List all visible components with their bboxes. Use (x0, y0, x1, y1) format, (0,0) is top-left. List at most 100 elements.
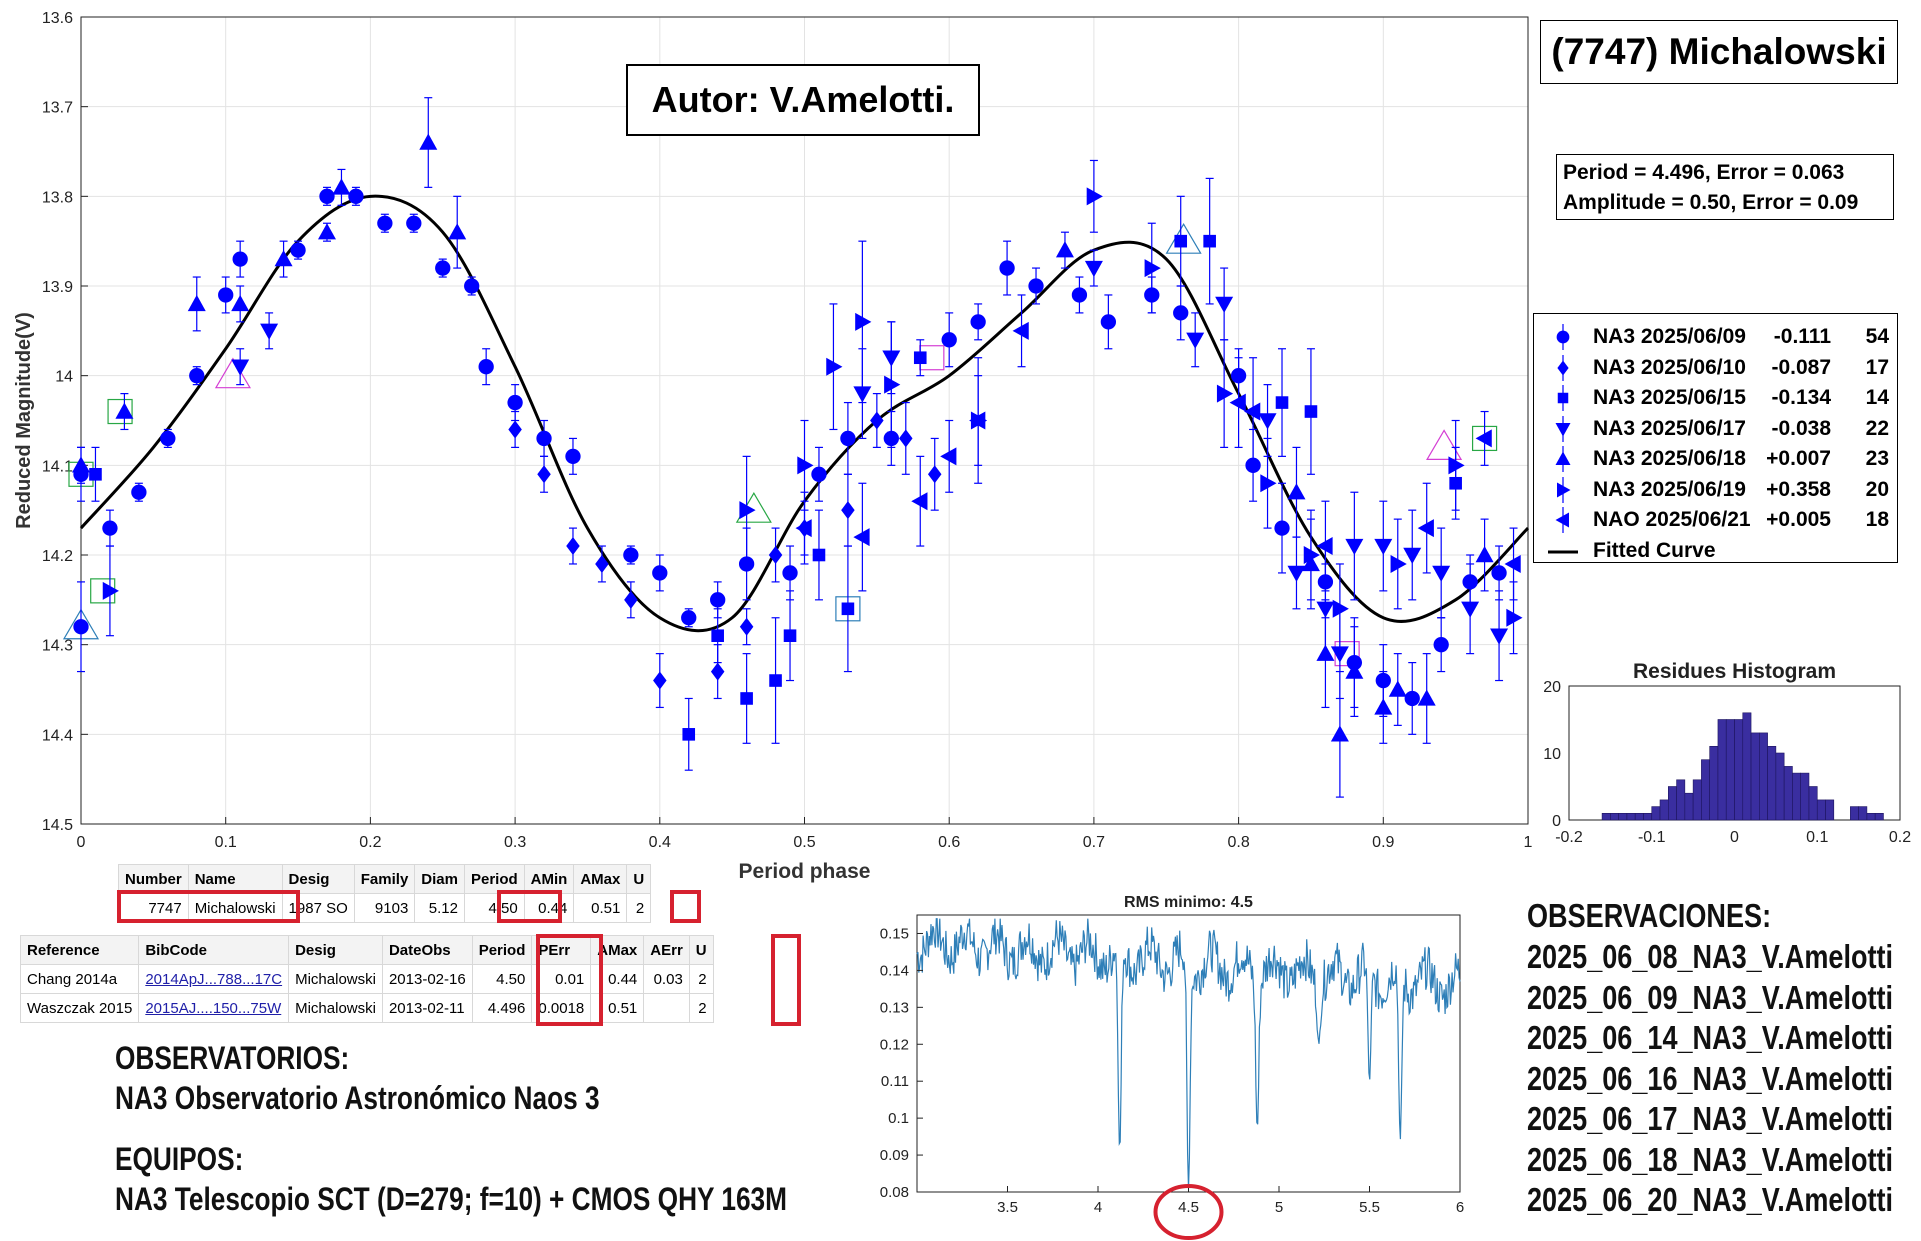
legend-offset: +0.007 (1766, 447, 1831, 470)
hist-bar (1866, 812, 1876, 821)
data-point (870, 411, 884, 430)
data-point (999, 260, 1015, 276)
periodogram-x-tick: 6 (1456, 1199, 1464, 1216)
author-label: Autor: V.Amelotti. (626, 64, 980, 136)
data-point (1071, 287, 1088, 303)
hist-bar (1601, 812, 1611, 821)
periodogram-x-tick: 5.5 (1359, 1199, 1380, 1216)
data-point (348, 188, 364, 204)
observatories-title: OBSERVATORIOS: (115, 1040, 350, 1076)
x-tick-label: 0.6 (938, 834, 960, 851)
table-cell: 2 (626, 893, 652, 923)
periodogram-frame (916, 914, 1461, 1193)
hist-x-tick: -0.2 (1555, 829, 1583, 846)
data-point (1403, 547, 1422, 564)
bibcode-link[interactable]: 2014ApJ...788...17C (145, 970, 283, 988)
periodogram-y-tick: 0.15 (880, 925, 909, 942)
table-cell: 4.496 (471, 993, 533, 1023)
bibcode-link-cell[interactable]: 2015AJ....150...75W (138, 993, 290, 1023)
hist-bar (1783, 766, 1793, 821)
hist-bar (1775, 752, 1785, 821)
bibcode-link-cell[interactable]: 2014ApJ...788...17C (138, 964, 290, 994)
chart-legend: NA3 2025/06/09 -0.111 54 NA3 2025/06/10 -0.0… (1533, 313, 1898, 563)
legend-item: NA3 2025/06/10 -0.087 17 (1534, 353, 1897, 383)
bibcode-link[interactable]: 2015AJ....150...75W (145, 999, 282, 1017)
hist-bar (1676, 779, 1686, 821)
data-point (1504, 554, 1521, 573)
data-point (884, 375, 901, 394)
period-stat: Period = 4.496, Error = 0.063 (1563, 161, 1845, 184)
data-point (1244, 402, 1261, 421)
hist-bar (1692, 779, 1702, 821)
data-point (507, 394, 523, 411)
table-cell: 9103 (353, 893, 416, 923)
data-point (419, 133, 438, 150)
periodogram-y-tick: 0.1 (888, 1110, 909, 1127)
data-point (739, 617, 754, 636)
data-point (1404, 690, 1420, 707)
legend-symbol (1557, 360, 1569, 375)
data-point (739, 501, 756, 520)
asteroid-title: (7747) Michalowski (1540, 20, 1898, 84)
hist-bar (1792, 772, 1802, 821)
data-point (537, 465, 551, 484)
legend-count: 23 (1865, 447, 1889, 470)
hist-x-tick: 0.1 (1806, 829, 1828, 846)
data-point (1345, 538, 1364, 556)
table-header-cell: BibCode (138, 935, 290, 965)
data-point (1012, 321, 1029, 340)
table-header-cell: Period (463, 864, 525, 894)
hist-bar (1850, 806, 1859, 821)
data-point (710, 592, 726, 608)
data-point (1490, 628, 1509, 645)
data-point (969, 411, 986, 430)
hist-bar (1634, 812, 1644, 821)
legend-marker-triangle-up (1555, 446, 1571, 472)
table-cell: 2 (688, 993, 714, 1023)
data-point (710, 662, 725, 681)
data-point (1388, 680, 1407, 697)
data-point (1417, 689, 1436, 706)
periodogram-y-tick: 0.13 (880, 999, 909, 1016)
highlight-lcdb-period (497, 890, 562, 923)
data-point (1448, 456, 1465, 475)
table-row: Waszczak 2015 2015AJ....150...75W Michalow… (19, 993, 714, 1023)
data-point (102, 520, 118, 536)
hist-bar (1808, 786, 1818, 821)
series-square (89, 177, 1462, 771)
data-point (911, 492, 928, 511)
table-cell: Michalowski (288, 964, 383, 994)
legend-marker-circle (1556, 324, 1570, 350)
legend-name: NA3 2025/06/17 (1593, 416, 1746, 440)
y-tick-label: 13.9 (42, 279, 73, 296)
observation-entry: 2025_06_17_NA3_V.Amelotti (1527, 1100, 1894, 1137)
data-point (1173, 305, 1189, 321)
highlight-number-name (117, 890, 300, 923)
observation-entry: 2025_06_14_NA3_V.Amelotti (1527, 1019, 1894, 1056)
periodogram-y-tick: 0.14 (880, 962, 909, 979)
data-point (1274, 520, 1290, 536)
data-point (853, 528, 870, 547)
data-point (72, 456, 90, 473)
legend-offset: -0.134 (1771, 386, 1831, 409)
periodogram-y-tick: 0.11 (881, 1073, 909, 1090)
table-cell: 2013-02-11 (381, 993, 473, 1023)
legend-item: NA3 2025/06/09 -0.111 54 (1534, 322, 1897, 352)
x-tick-label: 0.5 (793, 834, 815, 851)
legend-marker-triangle-left (1555, 507, 1569, 533)
data-point (1258, 413, 1277, 430)
data-point (768, 546, 783, 564)
data-point (1216, 384, 1234, 403)
legend-offset: -0.087 (1771, 355, 1831, 379)
hist-y-tick: 10 (1543, 746, 1561, 763)
hist-bar (1668, 786, 1677, 821)
data-point (1100, 314, 1117, 330)
y-tick-label: 14.2 (42, 548, 73, 565)
table-cell: Michalowski (288, 993, 383, 1023)
table-header-cell: AErr (643, 935, 690, 965)
data-point (1174, 234, 1188, 248)
highlight-ref-period (536, 934, 603, 1026)
data-point (1275, 396, 1289, 409)
hist-bar (1825, 799, 1835, 821)
data-point (1287, 483, 1306, 500)
